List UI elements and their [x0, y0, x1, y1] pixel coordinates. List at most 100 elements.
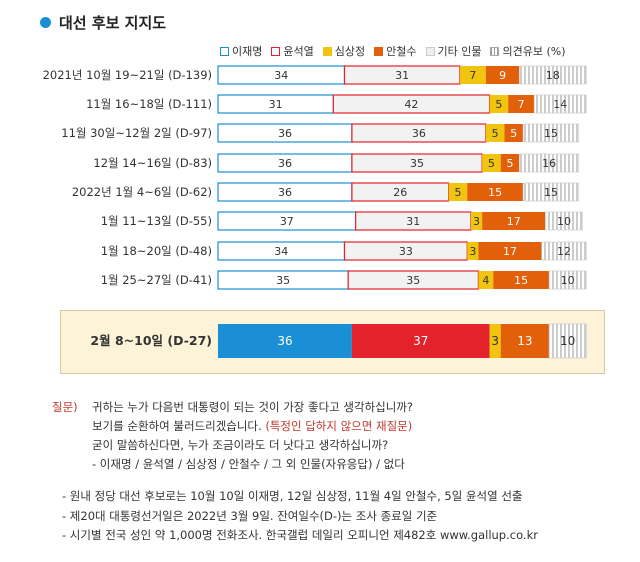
- value-label-yoon-7: 35: [406, 274, 420, 287]
- bar-sim-7: [478, 271, 494, 289]
- legend-item-sim: 심상정: [322, 43, 365, 59]
- bar-undecided-6: [541, 241, 587, 261]
- footnote-3: - 시기별 전국 성인 약 1,000명 전화조사. 한국갤럽 데일리 오피니언…: [62, 528, 538, 542]
- value-label-ahn-1: 7: [518, 98, 525, 111]
- value-label-ahn-0: 9: [499, 69, 506, 82]
- question-line-2b: (특정인 답하지 않으면 재질문): [265, 419, 413, 433]
- bar-sim-8: [489, 324, 501, 358]
- category-label-3: 12월 14~16일 (D-83): [93, 156, 212, 170]
- bar-ahn-3: [500, 154, 520, 172]
- legend-swatch-ahn: [374, 46, 384, 56]
- legend-item-undecided: 의견유보 (%): [490, 43, 566, 59]
- bar-undecided-7: [548, 270, 587, 290]
- bar-undecided-4: [522, 182, 580, 202]
- value-label-ahn-3: 5: [507, 157, 514, 170]
- value-label-lee-2: 36: [278, 127, 292, 140]
- value-label-sim-5: 3: [473, 215, 480, 228]
- question-line-2a: 보기를 순환하여 불러드리겠습니다.: [92, 419, 266, 433]
- value-label-ahn-8: 13: [517, 334, 532, 348]
- value-label-undecided-5: 10: [557, 215, 571, 228]
- category-label-6: 1월 18~20일 (D-48): [101, 244, 212, 258]
- value-label-sim-6: 3: [469, 245, 476, 258]
- bar-sim-4: [448, 183, 468, 201]
- chart-title-text: 대선 후보 지지도: [59, 14, 167, 32]
- legend-swatch-yoon: [271, 46, 281, 56]
- legend-item-other: 기타 인물: [425, 43, 481, 59]
- value-label-ahn-2: 5: [510, 127, 517, 140]
- bar-sim-5: [470, 212, 483, 230]
- value-label-ahn-7: 15: [514, 274, 528, 287]
- value-label-sim-0: 7: [469, 69, 476, 82]
- value-label-lee-1: 31: [269, 98, 283, 111]
- bar-undecided-2: [522, 123, 580, 143]
- value-label-undecided-0: 18: [546, 69, 560, 82]
- value-label-undecided-4: 15: [544, 186, 558, 199]
- value-label-sim-3: 5: [488, 157, 495, 170]
- bar-ahn-7: [493, 271, 550, 289]
- value-label-undecided-6: 12: [557, 245, 571, 258]
- value-label-yoon-0: 31: [395, 69, 409, 82]
- value-label-yoon-2: 36: [412, 127, 426, 140]
- value-label-sim-2: 5: [492, 127, 499, 140]
- legend-item-ahn: 안철수: [374, 43, 417, 59]
- value-label-sim-8: 3: [491, 334, 499, 348]
- question-block: 질문) 귀하는 누가 다음번 대통령이 되는 것이 가장 좋다고 생각하십니까?…: [52, 398, 413, 474]
- bar-ahn-1: [508, 95, 535, 113]
- legend: 이재명 윤석열 심상정 안철수 기타 인물 의견유보 (%): [220, 43, 566, 59]
- value-label-undecided-3: 16: [542, 157, 556, 170]
- category-label-7: 1월 25~27일 (D-41): [101, 273, 212, 287]
- value-label-ahn-6: 17: [503, 245, 517, 258]
- bar-ahn-5: [482, 212, 546, 230]
- value-label-undecided-8: 10: [560, 334, 575, 348]
- bar-sim-6: [467, 242, 479, 260]
- bar-sim-1: [489, 95, 509, 113]
- bar-undecided-8: [548, 323, 587, 359]
- legend-item-lee: 이재명: [220, 43, 262, 59]
- title-bullet-icon: [40, 17, 51, 28]
- footnote-2: - 제20대 대통령선거일은 2022년 3월 9일. 잔여일수(D-)는 조사…: [62, 508, 438, 523]
- chart-title: 대선 후보 지지도: [40, 12, 166, 33]
- value-label-lee-0: 34: [274, 69, 288, 82]
- category-label-0: 2021년 10월 19~21일 (D-139): [43, 68, 212, 82]
- value-label-yoon-6: 33: [399, 245, 413, 258]
- bar-undecided-3: [519, 153, 580, 173]
- category-label-5: 1월 11~13일 (D-55): [101, 214, 212, 228]
- legend-item-yoon: 윤석열: [271, 43, 314, 59]
- category-label-8: 2월 8~10일 (D-27): [90, 333, 212, 348]
- value-label-lee-3: 36: [278, 157, 292, 170]
- legend-swatch-undecided: [490, 46, 500, 56]
- bar-undecided-0: [519, 65, 587, 85]
- bar-ahn-2: [504, 124, 524, 142]
- value-label-undecided-1: 14: [553, 98, 567, 111]
- value-label-sim-1: 5: [495, 98, 502, 111]
- bar-undecided-1: [533, 94, 587, 114]
- question-line-4: - 이재명 / 윤석열 / 심상정 / 안철수 / 그 외 인물(자유응답) /…: [92, 457, 405, 471]
- bar-lee-8: [218, 324, 352, 358]
- value-label-sim-7: 4: [482, 274, 489, 287]
- value-label-yoon-1: 42: [404, 98, 418, 111]
- value-label-lee-4: 36: [278, 186, 292, 199]
- category-label-4: 2022년 1월 4~6일 (D-62): [72, 185, 212, 199]
- value-label-lee-7: 35: [276, 274, 290, 287]
- category-label-1: 11월 16~18일 (D-111): [86, 97, 212, 111]
- value-label-lee-6: 34: [274, 245, 288, 258]
- value-label-lee-8: 36: [277, 334, 292, 348]
- value-label-undecided-2: 15: [544, 127, 558, 140]
- value-label-yoon-8: 37: [413, 334, 428, 348]
- category-label-2: 11월 30일~12월 2일 (D-97): [61, 126, 212, 140]
- value-label-ahn-5: 17: [507, 215, 521, 228]
- bar-yoon-8: [351, 324, 490, 358]
- question-line-3: 굳이 말씀하신다면, 누가 조금이라도 더 낫다고 생각하십니까?: [92, 438, 389, 452]
- footnotes: - 원내 정당 대선 후보로는 10월 10일 이재명, 12일 심상정, 11…: [62, 487, 538, 546]
- bar-sim-2: [485, 124, 505, 142]
- bar-ahn-6: [478, 242, 542, 260]
- value-label-lee-5: 37: [280, 215, 294, 228]
- bar-ahn-8: [500, 324, 550, 358]
- bar-undecided-5: [545, 211, 583, 231]
- bar-ahn-0: [485, 66, 520, 84]
- bar-ahn-4: [467, 183, 524, 201]
- bar-sim-0: [459, 66, 486, 84]
- footnote-1: - 원내 정당 대선 후보로는 10월 10일 이재명, 12일 심상정, 11…: [62, 489, 523, 503]
- question-line-1: 귀하는 누가 다음번 대통령이 되는 것이 가장 좋다고 생각하십니까?: [92, 400, 414, 414]
